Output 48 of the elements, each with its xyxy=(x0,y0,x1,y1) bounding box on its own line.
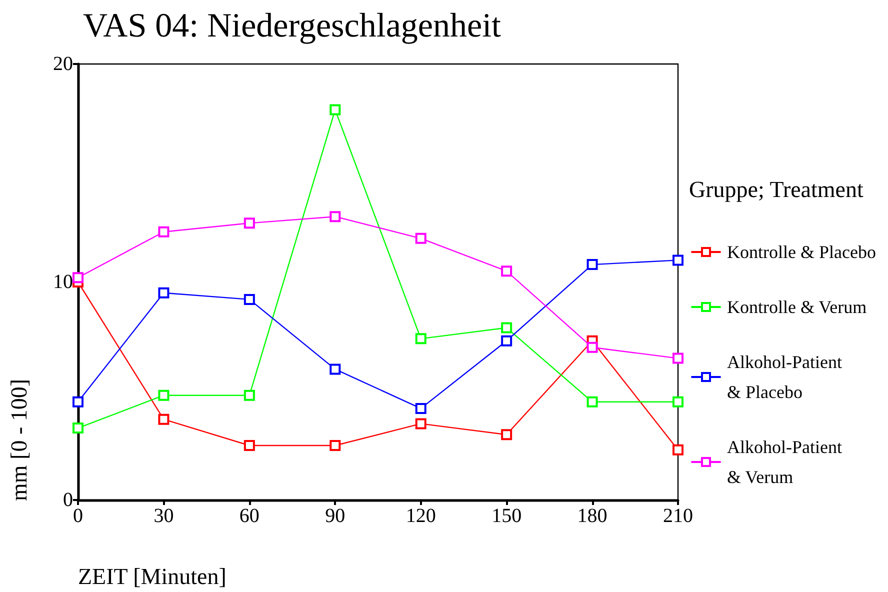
legend-label: Alkohol-Patient & Verum xyxy=(727,437,842,487)
y-tick-label: 10 xyxy=(53,271,73,293)
x-tick-label: 120 xyxy=(406,505,436,527)
point xyxy=(72,396,84,408)
point xyxy=(586,396,598,408)
point xyxy=(158,390,170,401)
point xyxy=(158,226,170,238)
point xyxy=(244,218,255,229)
point xyxy=(501,322,512,334)
y-tick-label: 20 xyxy=(53,53,73,75)
point xyxy=(330,364,341,375)
point xyxy=(415,402,426,414)
y-tick-label: 0 xyxy=(63,489,73,511)
point xyxy=(244,294,255,305)
point xyxy=(72,422,84,434)
x-tick-label: 90 xyxy=(325,505,346,527)
x-tick-label: 30 xyxy=(154,505,174,527)
point xyxy=(672,254,684,266)
x-tick-label: 150 xyxy=(492,505,522,527)
point xyxy=(244,390,255,401)
point xyxy=(586,342,598,353)
point xyxy=(501,429,512,440)
point xyxy=(158,287,170,298)
legend-label: Kontrolle & Verum xyxy=(727,297,867,317)
legend-label: Alkohol-Patient & Placebo xyxy=(727,352,842,402)
chart-title: VAS 04: Niedergeschlagenheit xyxy=(83,8,502,44)
point xyxy=(330,104,341,116)
legend-label: Kontrolle & Placebo xyxy=(727,242,876,262)
point xyxy=(158,414,170,425)
point xyxy=(244,440,255,451)
point xyxy=(501,266,512,277)
point xyxy=(586,259,598,270)
point xyxy=(330,440,341,451)
point xyxy=(672,352,684,364)
legend-title: Gruppe; Treatment xyxy=(689,177,864,202)
point xyxy=(672,396,684,408)
point xyxy=(330,211,341,222)
point xyxy=(672,444,684,456)
x-axis-title: ZEIT [Minuten] xyxy=(78,564,226,589)
x-tick-label: 60 xyxy=(239,505,260,527)
y-axis-title: mm [0 - 100] xyxy=(6,378,32,501)
point xyxy=(72,272,84,284)
point xyxy=(501,335,512,346)
point xyxy=(415,232,426,244)
point xyxy=(415,418,426,430)
point xyxy=(415,333,426,344)
x-tick-label: 210 xyxy=(663,505,693,527)
x-tick-label: 180 xyxy=(577,505,608,527)
